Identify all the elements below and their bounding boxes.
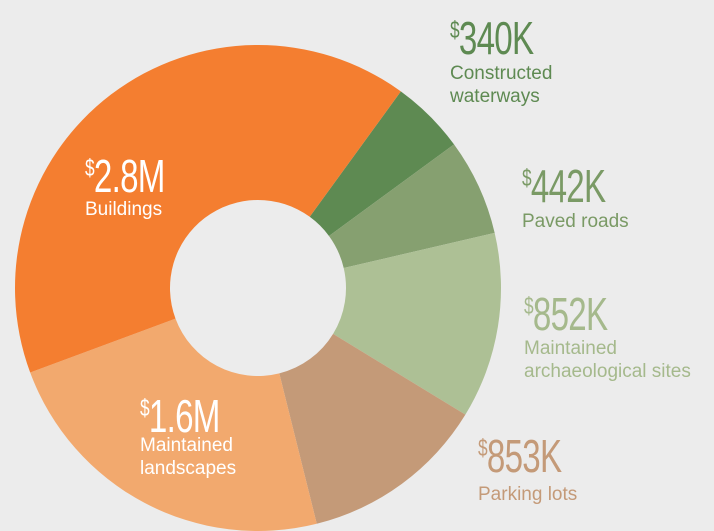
donut-slice (309, 91, 455, 236)
category-label: Maintained landscapes (140, 435, 237, 479)
value-label: $853K (478, 430, 562, 482)
category-label: Parking lots (478, 484, 578, 505)
value-label: $442K (522, 160, 606, 212)
donut-slice (14, 45, 401, 373)
value-label: $852K (524, 288, 608, 340)
donut-slice (30, 318, 317, 531)
donut-slice (328, 144, 495, 269)
value-label: $340K (450, 12, 534, 64)
donut-slice (333, 232, 501, 415)
donut-slice (279, 333, 466, 524)
category-label: Maintained archaeological sites (524, 338, 691, 382)
category-label: Buildings (85, 199, 163, 220)
value-label: $2.8M (85, 150, 165, 202)
category-label: Constructed waterways (450, 63, 553, 107)
category-label: Paved roads (522, 211, 629, 232)
value-label: $1.6M (140, 390, 220, 442)
